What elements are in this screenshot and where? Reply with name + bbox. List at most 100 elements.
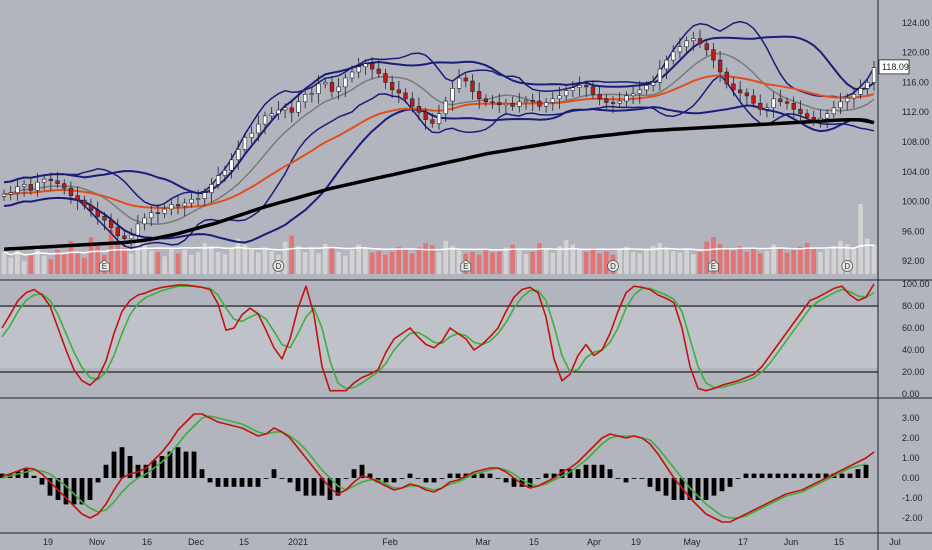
candle-body [550,98,555,103]
x-axis-label: Feb [382,537,398,547]
macd-histogram-bar [863,464,869,478]
volume-bar [296,246,301,274]
candle-body [838,101,843,109]
macd-histogram-bar [639,478,645,479]
volume-bar [798,246,803,274]
volume-bar [865,238,870,274]
volume-bar [222,254,228,274]
stochastic-d-line [1,285,875,390]
candle-body [865,82,870,89]
volume-bar [704,241,709,274]
macd-histogram-bar [535,478,541,479]
macd-histogram-bar [703,478,709,500]
candle-body [470,80,475,92]
candle-body [450,88,455,102]
candle-body [871,67,877,83]
macd-histogram-bar [767,473,773,478]
macd-histogram-bar [431,478,437,483]
volume-bar [242,244,248,274]
volume-bar [329,247,335,274]
candle-body [35,181,40,191]
macd-histogram-bar [351,469,357,478]
macd-signal-line [1,415,867,519]
candle-body [1,193,7,197]
macd-histogram-bar [711,478,717,496]
volume-bar [289,235,294,274]
candle-body [476,91,482,100]
volume-bar [871,244,877,274]
candle-body [630,93,636,97]
candle-body [115,227,120,237]
candle-body [637,89,642,94]
macd-histogram-bar [279,478,285,479]
candle-body [510,103,515,107]
candle-body [21,184,27,187]
candle-body [845,97,850,103]
stochastic-tick-label: 80.00 [902,301,925,311]
macd-tick-label: 1.00 [902,453,920,463]
volume-bar [122,248,127,274]
macd-histogram-bar [103,464,109,478]
bollinger-upper-outer [3,35,875,195]
volume-bar [831,246,837,274]
macd-histogram-bar [671,478,677,500]
x-axis-label: 16 [142,537,152,547]
macd-histogram-bar [95,478,101,483]
macd-histogram-bar [839,473,845,478]
macd-histogram-bar [423,478,429,483]
volume-bar [128,253,134,274]
candle-body [95,210,100,217]
candle-body [584,85,589,88]
macd-histogram-bar [159,456,165,478]
macd-histogram-bar [399,478,405,479]
volume-bar [644,248,649,274]
macd-histogram-bar [799,473,805,478]
macd-histogram-bar [215,478,221,487]
candle-body [196,198,201,200]
volume-bar [55,249,60,274]
candle-body [276,109,281,115]
candle-body [436,113,442,124]
volume-bar [757,253,763,274]
candle-body [691,38,696,42]
macd-histogram-bar [503,478,509,483]
macd-histogram-bar [511,478,517,487]
macd-histogram-bar [815,473,821,478]
volume-bar [657,243,663,274]
volume-bar [430,245,435,274]
candle-body [497,102,502,106]
macd-histogram-bar [391,478,397,483]
macd-tick-label: 3.00 [902,413,920,423]
x-axis-label: 15 [239,537,249,547]
macd-histogram-bar [743,473,749,478]
candle-body [309,93,315,95]
macd-histogram-bar [263,478,269,479]
volume-bar [737,246,743,274]
volume-bar [550,252,555,274]
candle-body [242,137,248,150]
candle-body [282,107,288,111]
stochastic-tick-label: 60.00 [902,323,925,333]
event-marker-label: E [463,262,468,271]
volume-bar [697,251,703,274]
candle-body [731,83,736,91]
candle-body [557,95,562,100]
volume-bar [724,248,729,274]
volume-bar [470,251,475,274]
candle-body [62,183,67,189]
price-tick-label: 112.00 [902,107,929,117]
macd-histogram-bar [239,478,245,487]
volume-bar [343,255,348,274]
event-marker-label: E [102,262,107,271]
volume-bar [142,244,147,274]
volume-bar [68,240,74,274]
macd-histogram-bar [543,473,549,478]
volume-bar [15,248,20,274]
volume-bar [35,244,40,274]
candle-body [577,85,582,88]
candle-body [48,178,54,181]
candle-body [289,107,294,113]
volume-bar [82,257,87,274]
